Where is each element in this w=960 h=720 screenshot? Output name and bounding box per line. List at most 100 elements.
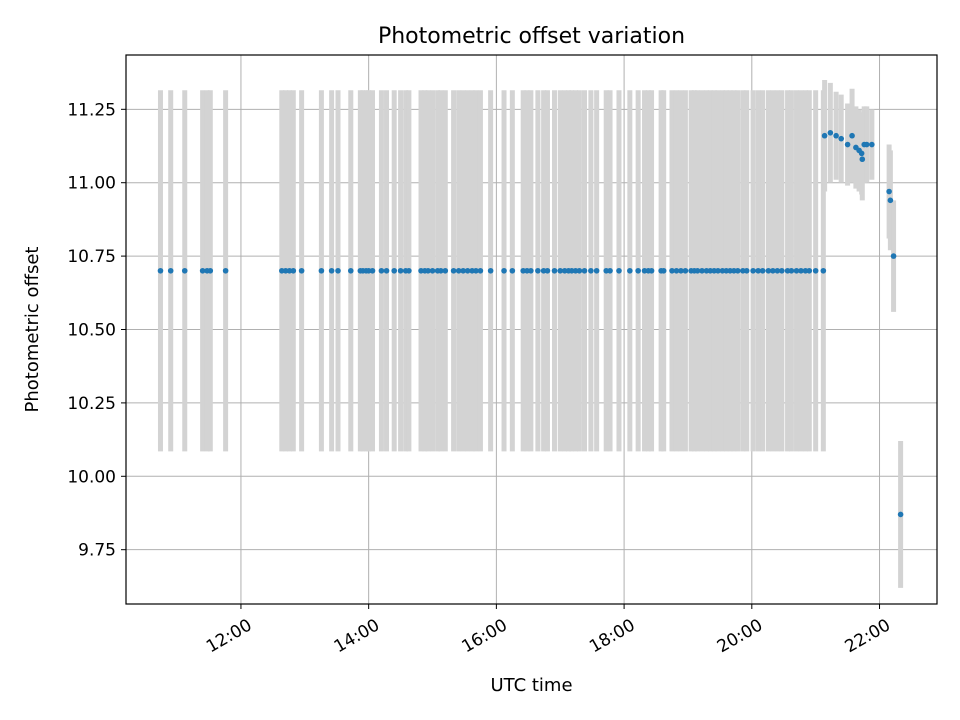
data-point [222,267,229,274]
data-point [157,267,164,274]
y-tick-label: 10.50 [67,321,116,341]
data-point [520,267,526,274]
data-point [568,267,575,274]
data-point [849,132,855,139]
data-point [859,156,866,163]
data-point [669,267,675,274]
data-point [802,267,809,274]
data-point [557,267,564,274]
data-point [501,267,507,274]
data-point [740,267,746,274]
data-point [750,267,756,274]
data-point [477,267,484,274]
data-point [869,141,875,148]
data-point [551,267,558,274]
data-point [694,267,701,274]
data-point [838,135,845,142]
data-point [487,267,494,274]
data-point [279,267,285,274]
data-point [383,267,390,274]
data-point [821,132,828,139]
data-point [788,267,795,274]
y-tick-label: 11.00 [67,174,116,194]
data-point [290,267,297,274]
data-point [199,267,206,274]
data-point [844,141,851,148]
data-point [369,267,376,274]
data-point [181,267,188,274]
data-point [572,267,579,274]
data-point [806,267,813,274]
data-point [588,267,594,274]
data-point [833,132,839,139]
y-tick-label: 10.25 [67,394,116,414]
data-point [793,267,800,274]
data-point [607,267,613,274]
data-point [397,267,404,274]
data-point [298,267,305,274]
data-point [581,267,588,274]
data-point [707,267,714,274]
data-points [157,129,904,518]
data-point [863,141,870,148]
data-point [765,267,772,274]
data-point [890,253,897,259]
data-point [784,267,791,274]
data-point [827,129,834,136]
data-point [648,267,655,274]
data-point [641,267,648,274]
data-point [425,267,431,274]
data-point [627,267,633,274]
data-point [442,267,449,274]
data-point [473,267,479,274]
data-point [812,267,819,274]
data-point [455,267,462,274]
data-point [673,267,680,274]
data-point [460,267,466,274]
data-point [715,267,721,274]
data-point [660,267,667,274]
data-point [682,267,689,274]
y-axis-label: Photometric offset [22,247,43,413]
data-point [593,267,600,274]
y-tick-label: 10.00 [67,467,116,487]
data-point [406,267,412,274]
data-point [535,267,541,274]
data-point [328,267,335,274]
y-tick-label: 10.75 [67,247,116,267]
data-point [820,267,827,274]
data-point [347,267,354,274]
data-point [528,267,534,274]
data-point [167,267,174,274]
data-point [603,267,610,274]
data-point [509,267,516,274]
data-point [635,267,641,274]
data-point [469,267,475,274]
data-point [779,267,785,274]
data-point [540,267,547,274]
data-point [759,267,766,274]
data-point [770,267,776,274]
data-point [378,267,385,274]
data-point [678,267,684,274]
data-point [282,267,289,274]
data-point [576,267,583,274]
data-point [391,267,398,274]
data-point [887,197,894,204]
data-point [743,267,750,274]
data-point [711,267,717,274]
data-point [755,267,761,274]
data-point [798,267,804,274]
data-point [699,267,705,274]
data-point [365,267,372,274]
data-point [886,188,892,195]
data-point [774,267,781,274]
data-point [727,267,733,274]
data-point [418,267,424,274]
y-tick-label: 9.75 [78,541,116,561]
data-point [719,267,726,274]
chart-title: Photometric offset variation [378,24,685,49]
data-point [731,267,737,274]
data-point [897,511,904,518]
